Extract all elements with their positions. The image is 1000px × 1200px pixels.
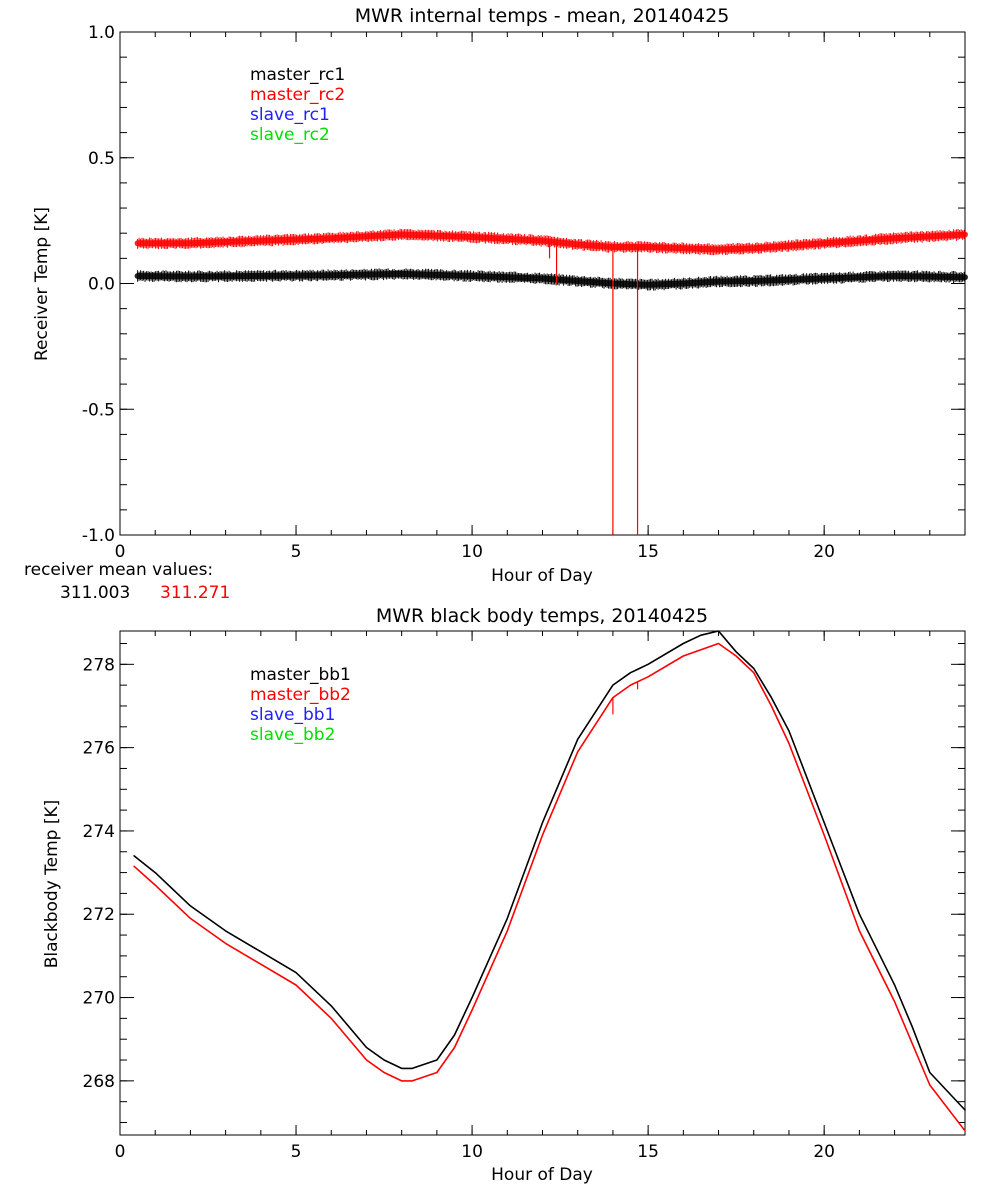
y-tick-labels: -1.0 -0.5 0.0 0.5 1.0 (82, 23, 115, 546)
y-tick-label: 270 (83, 989, 115, 1009)
series-lines (134, 228, 968, 291)
legend-entry-master_bb2: master_bb2 (250, 685, 351, 705)
x-tick-label: 10 (461, 1142, 483, 1162)
x-tick-label: 0 (115, 1142, 126, 1162)
receiver-temp-panel: MWR internal temps - mean, 20140425 0 5 10… (32, 5, 968, 586)
y-tick-label: 276 (83, 739, 115, 759)
x-tick-label: 5 (291, 542, 302, 562)
y-tick-label: -1.0 (82, 526, 115, 546)
x-tick-labels: 0 5 10 15 20 (115, 542, 835, 562)
receiver-mean-value-1: 311.003 (60, 583, 130, 603)
series-lines (133, 630, 966, 1132)
legend-entry-slave_bb2: slave_bb2 (250, 725, 335, 745)
x-tick-label: 15 (637, 1142, 659, 1162)
y-axis-label: Blackbody Temp [K] (42, 800, 62, 969)
plot-frame (119, 630, 966, 1136)
x-tick-label: 20 (813, 1142, 835, 1162)
series-line-master_bb1 (133, 630, 966, 1111)
legend-entry-slave_rc2: slave_rc2 (250, 125, 330, 145)
x-axis-label: Hour of Day (491, 566, 593, 586)
blackbody-temp-panel: MWR black body temps, 20140425 0 5 10 15 20 … (42, 605, 966, 1185)
x-tick-label: 5 (291, 1142, 302, 1162)
y-axis-label: Receiver Temp [K] (32, 207, 52, 361)
y-tick-label: 0.5 (88, 149, 115, 169)
chart-title: MWR black body temps, 20140425 (376, 605, 708, 627)
legend-entry-slave_bb1: slave_bb1 (250, 705, 335, 725)
legend-entry-master_rc1: master_rc1 (250, 65, 345, 85)
legend-entry-master_rc2: master_rc2 (250, 85, 345, 105)
axis-ticks (119, 631, 966, 1135)
x-tick-label: 0 (115, 542, 126, 562)
x-tick-label: 10 (461, 542, 483, 562)
y-tick-label: 0.0 (88, 275, 115, 295)
y-tick-label: 268 (83, 1072, 115, 1092)
x-tick-labels: 0 5 10 15 20 (115, 1142, 835, 1162)
series-spikes (548, 241, 639, 535)
series-line-master_bb2 (133, 642, 966, 1132)
receiver-mean-label: receiver mean values: (24, 560, 213, 580)
y-tick-label: 278 (83, 655, 115, 675)
y-tick-label: 272 (83, 905, 115, 925)
axis-ticks (119, 31, 966, 536)
y-tick-label: 274 (83, 822, 115, 842)
x-tick-label: 20 (813, 542, 835, 562)
receiver-mean-value-2: 311.271 (160, 583, 230, 603)
legend-entry-master_bb1: master_bb1 (250, 665, 351, 685)
y-tick-label: 1.0 (88, 23, 115, 43)
y-tick-label: -0.5 (82, 400, 115, 420)
y-tick-labels: 268 270 272 274 276 278 (83, 655, 115, 1092)
series-spikes (612, 681, 639, 715)
plot-frame (119, 31, 966, 536)
x-tick-label: 15 (637, 542, 659, 562)
legend-entry-slave_rc1: slave_rc1 (250, 105, 330, 125)
series-noise-master_rc2 (137, 228, 965, 256)
x-axis-label: Hour of Day (491, 1165, 593, 1185)
chart-title: MWR internal temps - mean, 20140425 (355, 5, 730, 27)
series-noise-master_rc1 (137, 268, 965, 291)
